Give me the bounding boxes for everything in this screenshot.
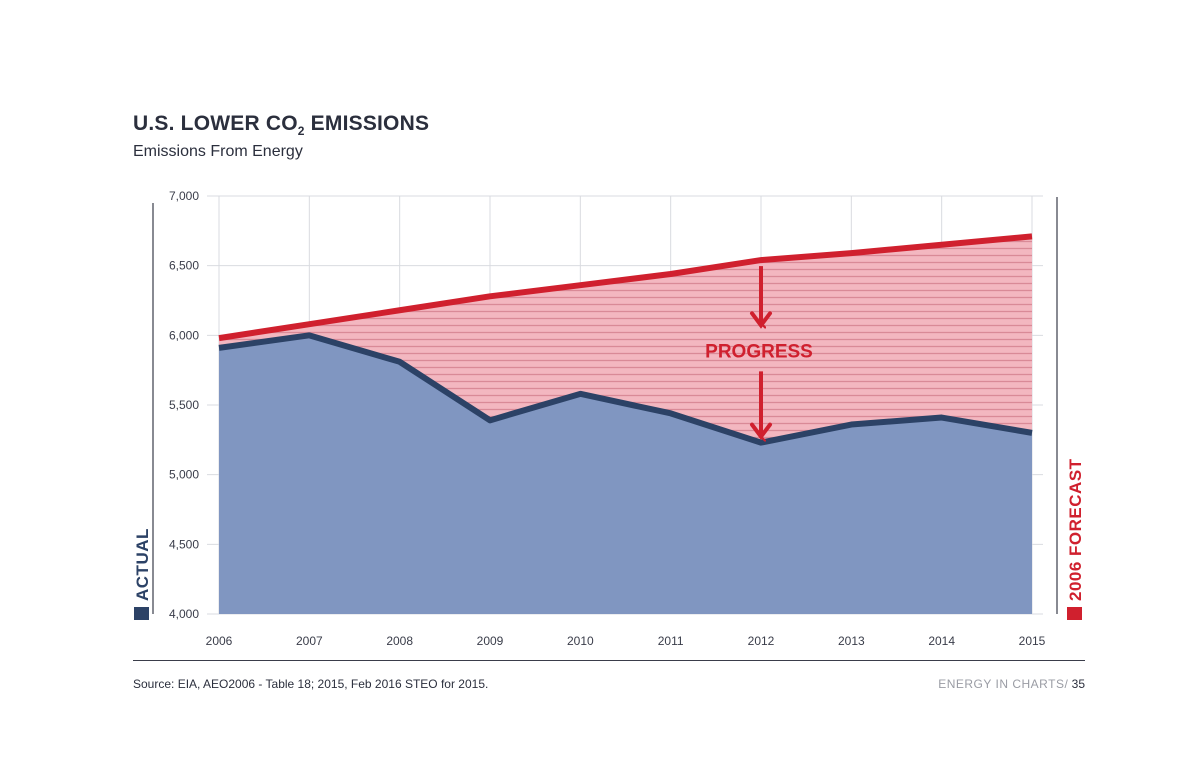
- x-tick-label: 2007: [296, 634, 323, 648]
- y-tick-label: 4,500: [169, 537, 199, 551]
- y-tick-label: 5,500: [169, 398, 199, 412]
- footer-divider: [133, 660, 1085, 661]
- y-tick-label: 6,000: [169, 328, 199, 342]
- source-note: Source: EIA, AEO2006 - Table 18; 2015, F…: [133, 677, 489, 691]
- chart-subtitle: Emissions From Energy: [133, 143, 303, 160]
- x-tick-label: 2010: [567, 634, 594, 648]
- y-tick-label: 4,000: [169, 607, 199, 621]
- actual-swatch: [134, 607, 149, 620]
- area-layer: [219, 236, 1032, 614]
- page-footer: ENERGY IN CHARTS/ 35: [938, 677, 1085, 691]
- x-tick-label: 2012: [748, 634, 775, 648]
- forecast-swatch: [1067, 607, 1082, 620]
- progress-arrowhead-top: [750, 311, 772, 329]
- x-tick-label: 2015: [1019, 634, 1046, 648]
- x-tick-label: 2006: [206, 634, 233, 648]
- x-tick-label: 2013: [838, 634, 865, 648]
- x-tick-label: 2008: [386, 634, 413, 648]
- x-tick-label: 2014: [928, 634, 955, 648]
- x-tick-label: 2011: [658, 634, 684, 648]
- y-tick-label: 7,000: [169, 189, 199, 203]
- brand-label: ENERGY IN CHARTS/: [938, 677, 1069, 691]
- progress-band: [219, 236, 1032, 443]
- forecast-line: [218, 233, 1033, 342]
- title-subscript: 2: [297, 124, 305, 138]
- progress-arrowhead-bottom: [750, 422, 772, 440]
- x-tick-label: 2009: [477, 634, 504, 648]
- chart-title: U.S. LOWER CO2 EMISSIONS: [133, 112, 430, 138]
- emissions-chart: 4,000 4,500 5,000 5,500 6,000 6,500 7,000 2006 2…: [152, 189, 1058, 648]
- progress-annotation: PROGRESS: [705, 266, 813, 437]
- actual-area: [219, 335, 1032, 614]
- axis-labels: 4,000 4,500 5,000 5,500 6,000 6,500 7,000 2006 2…: [169, 189, 1046, 648]
- progress-label: PROGRESS: [705, 341, 813, 362]
- page-number: 35: [1068, 677, 1085, 691]
- y-tick-label: 5,000: [169, 468, 199, 482]
- actual-line: [218, 332, 1033, 446]
- actual-legend: ACTUAL: [133, 528, 153, 620]
- line-layer: [218, 233, 1033, 446]
- y-tick-label: 6,500: [169, 259, 199, 273]
- forecast-legend: 2006 FORECAST: [1066, 458, 1086, 620]
